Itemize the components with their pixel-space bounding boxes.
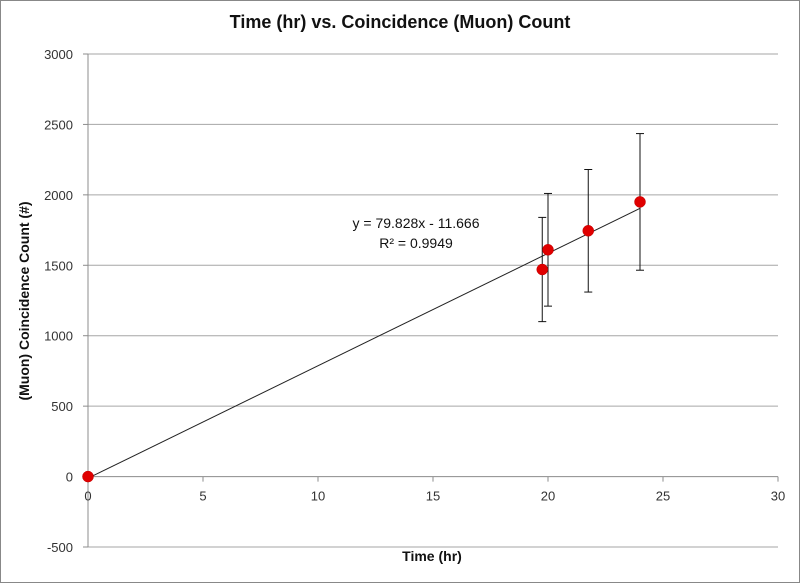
tick-labels: 0 5 10 15 20 25 30 -500 0 500 1000 1500 2000 2500 3000 xyxy=(44,47,785,555)
data-point xyxy=(82,470,94,483)
data-points xyxy=(82,196,646,483)
gridlines xyxy=(88,53,778,548)
y-axis-label: (Muon) Coincidence Count (#) xyxy=(16,201,32,400)
trendline-r-squared: R² = 0.9949 xyxy=(379,235,453,251)
trendline xyxy=(87,207,641,479)
y-tick-label: 1500 xyxy=(44,258,73,273)
chart-title: Time (hr) vs. Coincidence (Muon) Count xyxy=(230,12,571,32)
x-tick-label: 10 xyxy=(311,489,325,504)
data-point xyxy=(536,263,548,276)
axes xyxy=(83,53,779,548)
x-tick-label: 5 xyxy=(199,489,206,504)
y-tick-label: 2000 xyxy=(44,188,73,203)
trendline-group xyxy=(87,207,641,479)
x-tick-label: 30 xyxy=(771,489,785,504)
y-tick-label: -500 xyxy=(47,540,73,555)
y-tick-label: 2500 xyxy=(44,117,73,132)
x-tick-label: 0 xyxy=(84,489,91,504)
x-axis-label: Time (hr) xyxy=(402,548,462,564)
x-tick-label: 20 xyxy=(541,489,555,504)
x-tick-label: 15 xyxy=(426,489,440,504)
y-tick-label: 3000 xyxy=(44,47,73,62)
data-point xyxy=(542,244,554,256)
data-point xyxy=(582,225,594,237)
y-tick-label: 0 xyxy=(66,470,73,485)
x-tick-label: 25 xyxy=(656,489,670,504)
trendline-equation: y = 79.828x - 11.666 xyxy=(353,215,480,231)
y-tick-label: 500 xyxy=(51,399,73,414)
data-point xyxy=(634,196,646,208)
y-tick-label: 1000 xyxy=(44,329,73,344)
